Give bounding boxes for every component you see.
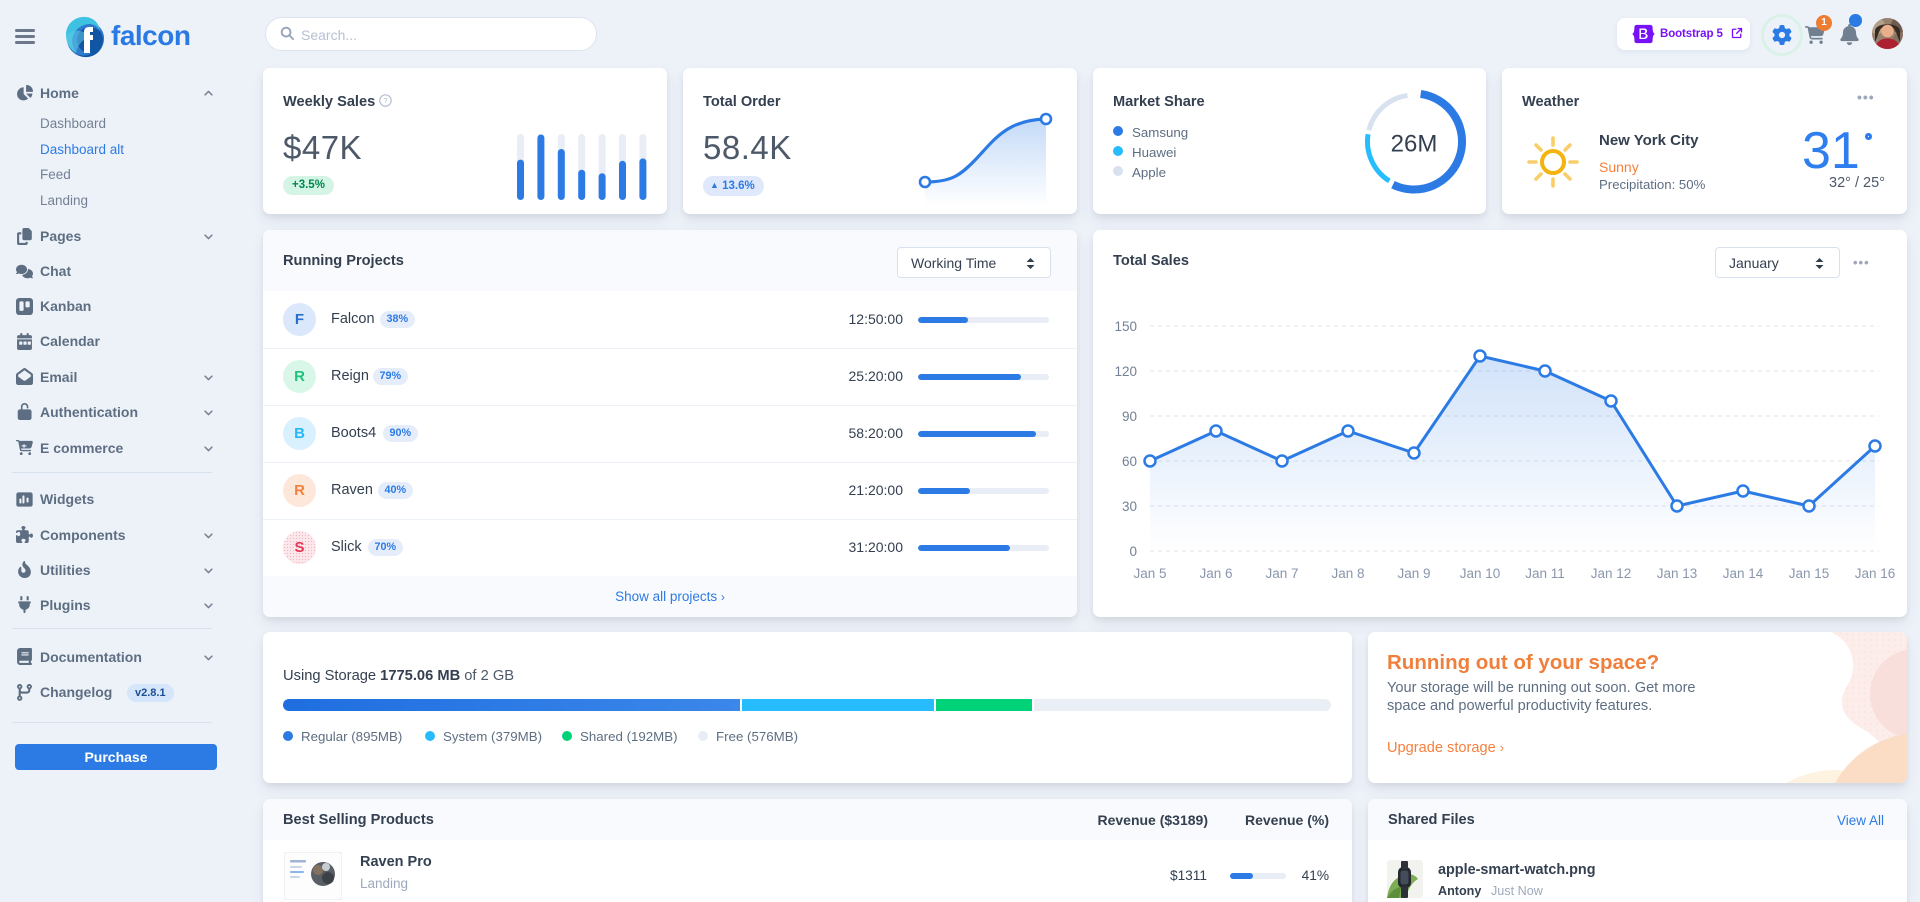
svg-text:Jan 14: Jan 14 bbox=[1723, 566, 1764, 581]
svg-text:Jan 9: Jan 9 bbox=[1397, 566, 1430, 581]
svg-text:Jan 16: Jan 16 bbox=[1855, 566, 1896, 581]
svg-text:Jan 11: Jan 11 bbox=[1525, 566, 1565, 581]
svg-text:Jan 10: Jan 10 bbox=[1460, 566, 1501, 581]
svg-text:Jan 13: Jan 13 bbox=[1657, 566, 1698, 581]
svg-text:Jan 8: Jan 8 bbox=[1331, 566, 1364, 581]
svg-text:150: 150 bbox=[1114, 319, 1137, 334]
svg-text:?: ? bbox=[383, 96, 387, 105]
svg-text:Jan 5: Jan 5 bbox=[1133, 566, 1166, 581]
svg-text:Jan 7: Jan 7 bbox=[1265, 566, 1298, 581]
svg-text:0: 0 bbox=[1129, 544, 1137, 559]
svg-text:Jan 15: Jan 15 bbox=[1789, 566, 1830, 581]
svg-text:120: 120 bbox=[1114, 364, 1137, 379]
svg-text:60: 60 bbox=[1122, 454, 1137, 469]
svg-text:Jan 6: Jan 6 bbox=[1199, 566, 1232, 581]
svg-text:30: 30 bbox=[1122, 499, 1137, 514]
svg-text:90: 90 bbox=[1122, 409, 1137, 424]
svg-text:26M: 26M bbox=[1391, 131, 1438, 158]
svg-text:Jan 12: Jan 12 bbox=[1591, 566, 1632, 581]
